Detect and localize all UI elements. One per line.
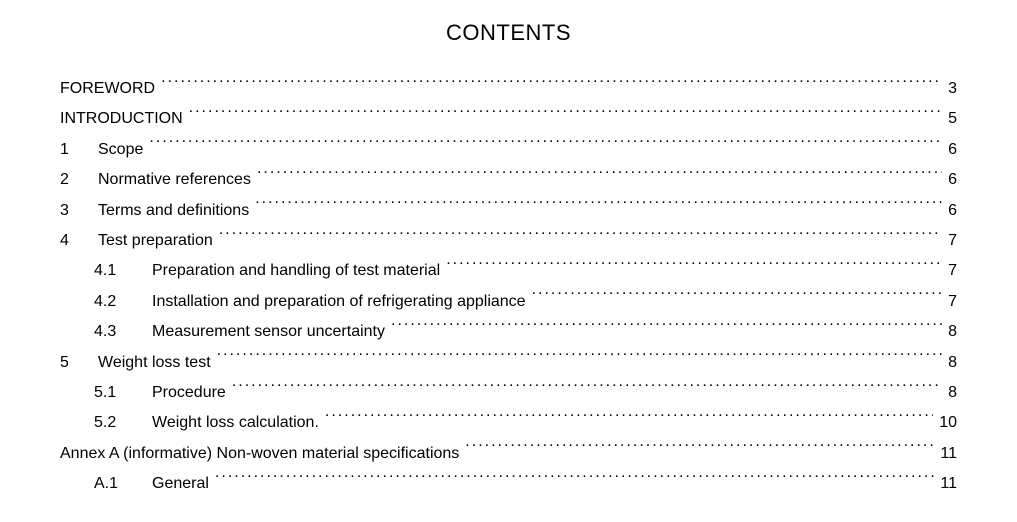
toc-entry: 5.1Procedure 8	[60, 378, 957, 408]
toc-entry-text: Weight loss test	[98, 348, 217, 378]
toc-entry-number: 5.2	[94, 408, 152, 438]
toc-entry: A.1General 11	[60, 469, 957, 499]
toc-leader-dots	[189, 107, 942, 123]
toc-leader-dots	[465, 442, 934, 458]
toc-entry-number: 1	[60, 135, 98, 165]
toc-entry-text: Measurement sensor uncertainty	[152, 317, 391, 347]
toc-entry-page: 7	[942, 256, 957, 286]
toc-entry-page: 11	[934, 469, 957, 499]
toc-entry-number: A.1	[94, 469, 152, 499]
toc-entry-page: 6	[942, 165, 957, 195]
toc-page: CONTENTS FOREWORD3INTRODUCTION 51Scope62…	[0, 0, 1017, 509]
toc-entry-page: 10	[933, 408, 957, 438]
toc-entry-text: Preparation and handling of test materia…	[152, 256, 446, 286]
toc-entry-page: 6	[942, 196, 957, 226]
toc-entry-text: Normative references	[98, 165, 257, 195]
toc-leader-dots	[219, 229, 942, 245]
toc-entry: 4.2Installation and preparation of refri…	[60, 287, 957, 317]
toc-entry-text: Test preparation	[98, 226, 219, 256]
toc-entry: 5Weight loss test 8	[60, 348, 957, 378]
toc-leader-dots	[161, 77, 942, 93]
toc-entry: FOREWORD 3	[60, 74, 957, 104]
toc-entry-number: 4.1	[94, 256, 152, 286]
toc-entry-page: 3	[942, 74, 957, 104]
toc-entry: 4Test preparation 7	[60, 226, 957, 256]
toc-entry: 2Normative references 6	[60, 165, 957, 195]
page-title: CONTENTS	[60, 20, 957, 46]
toc-entry: Annex A (informative) Non-woven material…	[60, 439, 957, 469]
toc-entry-number: 5	[60, 348, 98, 378]
toc-leader-dots	[257, 168, 942, 184]
toc-entry-number: 3	[60, 196, 98, 226]
toc-entry-page: 11	[934, 439, 957, 469]
toc-entry-page: 8	[942, 348, 957, 378]
toc-leader-dots	[232, 381, 942, 397]
toc-leader-dots	[325, 411, 933, 427]
toc-entry-page: 5	[942, 104, 957, 134]
toc-entry: INTRODUCTION 5	[60, 104, 957, 134]
toc-entry-text: Weight loss calculation.	[152, 408, 325, 438]
toc-entry-page: 7	[942, 226, 957, 256]
toc-entry-text: Annex A (informative) Non-woven material…	[60, 439, 465, 469]
toc-entry: 4.3Measurement sensor uncertainty 8	[60, 317, 957, 347]
toc-entry: 3Terms and definitions 6	[60, 196, 957, 226]
toc-leader-dots	[446, 259, 942, 275]
toc-entry-text: General	[152, 469, 215, 499]
toc-entry-text: INTRODUCTION	[60, 104, 189, 134]
toc-leader-dots	[217, 351, 942, 367]
toc-entry-text: FOREWORD	[60, 74, 161, 104]
toc-leader-dots	[215, 472, 934, 488]
toc-leader-dots	[255, 199, 942, 215]
toc-entry-text: Scope	[98, 135, 149, 165]
toc-entry-page: 8	[942, 378, 957, 408]
toc-entry-text: Procedure	[152, 378, 232, 408]
toc-entry-number: 5.1	[94, 378, 152, 408]
toc-leader-dots	[532, 290, 943, 306]
toc-entry-number: 4	[60, 226, 98, 256]
toc-entry-number: 4.3	[94, 317, 152, 347]
toc-entry-text: Installation and preparation of refriger…	[152, 287, 532, 317]
toc-entry-page: 8	[942, 317, 957, 347]
toc-entry: 1Scope 6	[60, 135, 957, 165]
toc-entry-page: 6	[942, 135, 957, 165]
toc-entry-number: 2	[60, 165, 98, 195]
toc-entry: 5.2Weight loss calculation. 10	[60, 408, 957, 438]
toc-leader-dots	[391, 320, 942, 336]
toc-list: FOREWORD3INTRODUCTION 51Scope62Normative…	[60, 74, 957, 499]
toc-leader-dots	[149, 138, 942, 154]
toc-entry-text: Terms and definitions	[98, 196, 255, 226]
toc-entry-number: 4.2	[94, 287, 152, 317]
toc-entry-page: 7	[942, 287, 957, 317]
toc-entry: 4.1Preparation and handling of test mate…	[60, 256, 957, 286]
